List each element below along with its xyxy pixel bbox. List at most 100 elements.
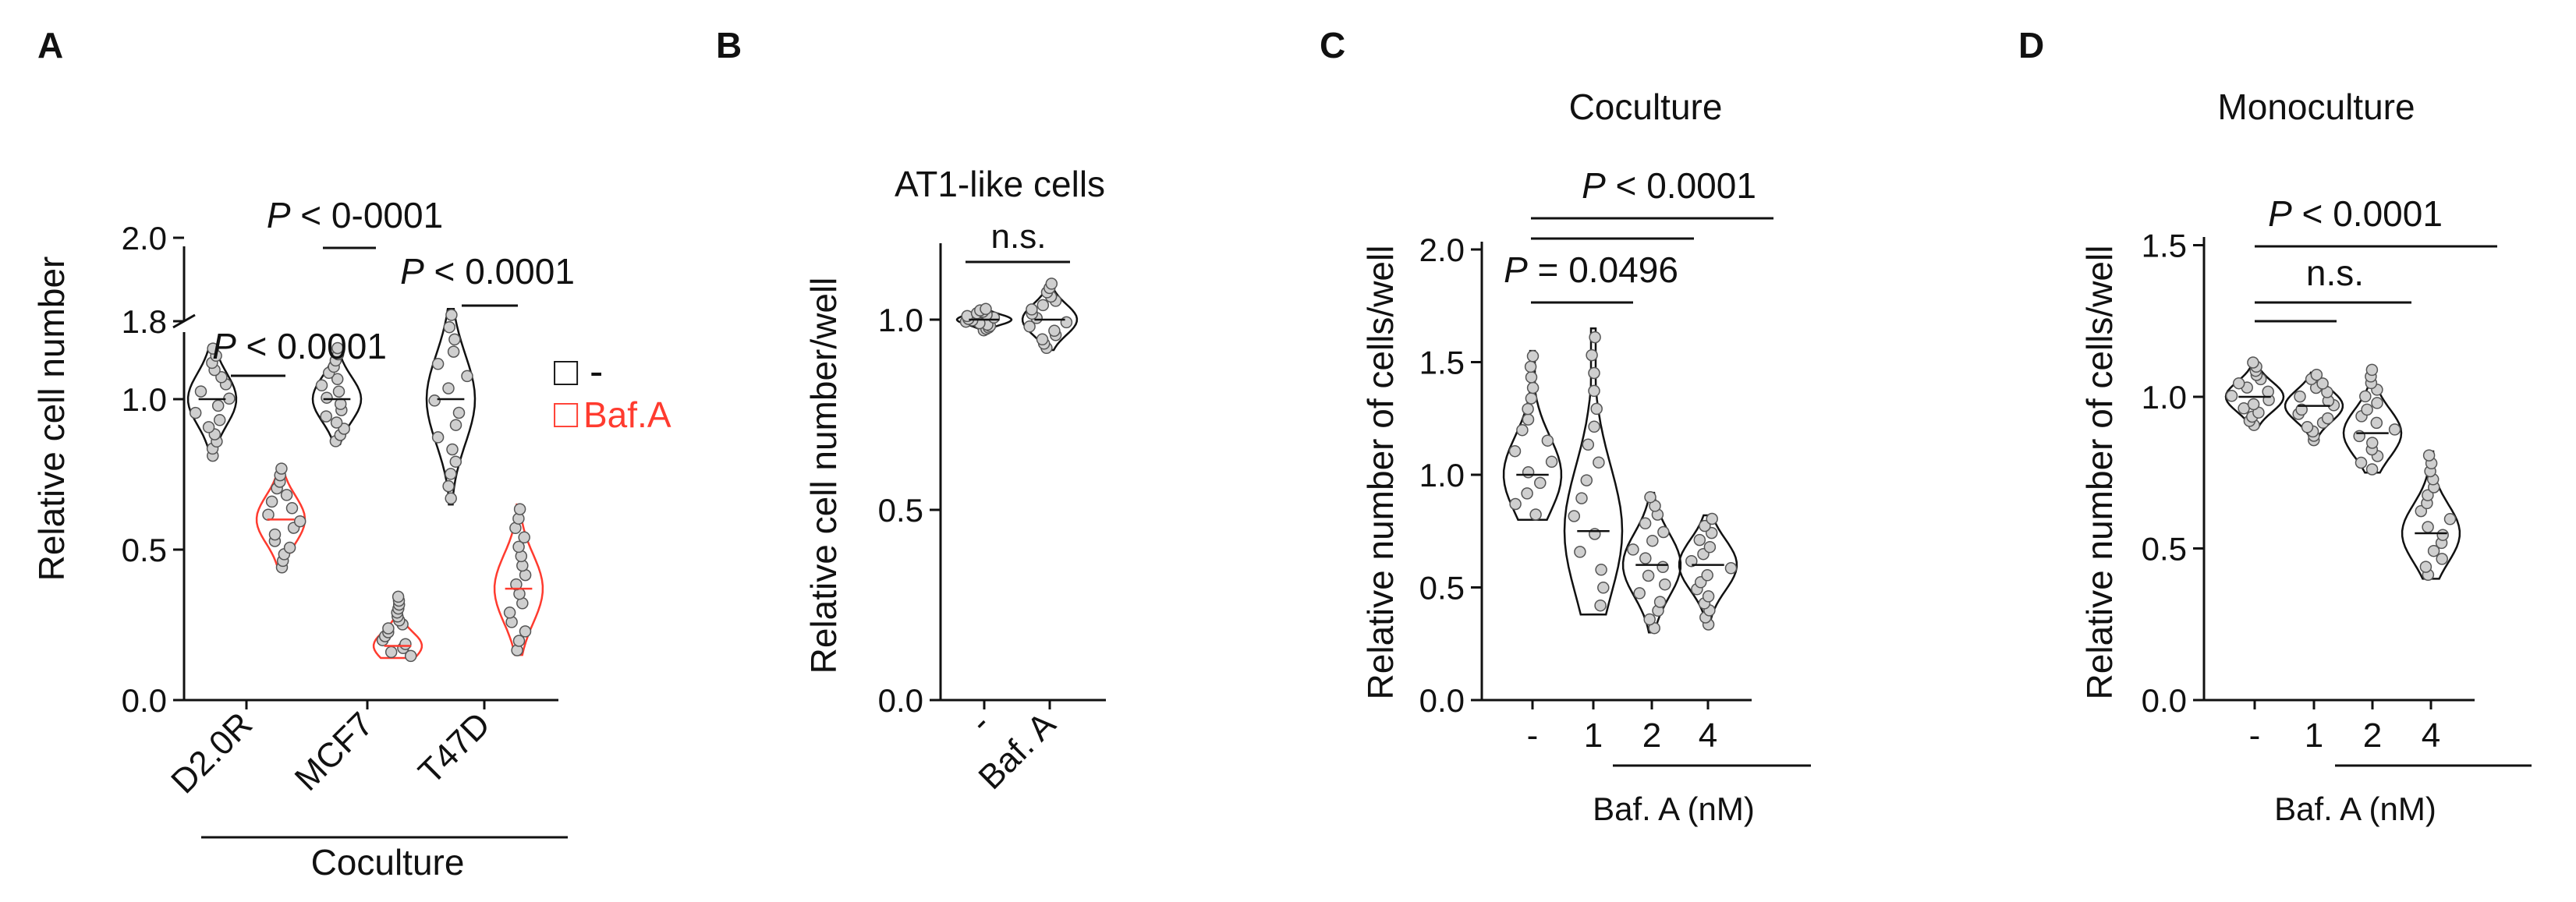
panel-c-group-4nm-point — [1724, 562, 1738, 575]
panel-c-group-1nm-point — [1597, 582, 1610, 594]
panel-d-group-4nm-point — [2436, 529, 2449, 541]
panel-a-t47d-control-point — [442, 479, 455, 493]
panel-c-letter: C — [1320, 25, 1345, 65]
panel-b-y-tick-label: 1.0 — [878, 302, 923, 338]
panel-a-d20r-bafa-point — [265, 495, 278, 508]
panel-c-group-2nm-points — [1627, 490, 1671, 635]
panel-a-sig-label-d20r: P < 0.0001 — [212, 326, 387, 366]
panel-a-d20r-bafa-points — [262, 462, 306, 574]
panel-a-d20r-bafa-point — [275, 462, 288, 475]
panel-d-group-4nm-point — [2415, 504, 2428, 518]
panel-c-y-tick-label: 1.0 — [1419, 457, 1465, 493]
panel-d-title: Monoculture — [2217, 87, 2415, 127]
panel-c-group-label: Baf. A (nM) — [1593, 791, 1755, 827]
panel-c-x-tick-label: 2 — [1642, 716, 1661, 755]
panel-a-t47d-bafa-point — [513, 503, 526, 515]
panel-c-group-1nm-point — [1568, 510, 1581, 522]
panel-c-group-1nm-point — [1589, 331, 1601, 344]
panel-b-bafa-point — [1045, 278, 1058, 290]
panel-a-d20r-control-points — [189, 342, 236, 462]
panel-b-bafa-point — [1036, 299, 1050, 312]
panel-a-d20r-control-point — [207, 342, 219, 355]
panel-a-d20r-bafa-point — [283, 541, 296, 554]
panel-a-y-tick-label: 0.0 — [122, 682, 167, 719]
panel-b-title: AT1-like cells — [895, 164, 1105, 204]
panel-d: D Monoculture Relative number of cells/w… — [2018, 25, 2532, 827]
panel-c-group-4nm-point — [1693, 533, 1706, 547]
panel-a-mcf7-control-point — [321, 391, 333, 404]
panel-d-x-tick-label: 1 — [2305, 716, 2323, 755]
panel-c-group-2nm-point — [1639, 517, 1652, 530]
panel-c-group-2nm-point — [1643, 613, 1656, 626]
panel-b-y-axis-label: Relative cell number/well — [803, 278, 844, 674]
panel-a-mcf7-bafa-point — [384, 646, 398, 659]
panel-a-y-tick-label: 1.8 — [122, 303, 167, 340]
panel-a-mcf7-control-point — [331, 341, 344, 355]
panel-d-group-1nm-points — [2292, 368, 2340, 447]
panel-a-t47d-bafa-point — [519, 625, 532, 638]
panel-c-group-1nm-point — [1575, 492, 1588, 504]
panel-d-group-1nm-point — [2294, 390, 2306, 403]
panel-a-t47d-control-point — [428, 394, 441, 407]
panel-d-group-2nm-point — [2365, 363, 2379, 377]
panel-d-x-tick-label: - — [2249, 716, 2261, 755]
panel-c-group-1nm-point — [1574, 546, 1586, 558]
panel-c-group-1nm-point — [1588, 366, 1600, 380]
panel-d-group-2nm-point — [2355, 456, 2368, 469]
panel-a-d20r-bafa-point — [262, 508, 275, 521]
panel-d-group-1nm-point — [2316, 377, 2329, 390]
panel-d-group-control-point — [2262, 385, 2274, 398]
panel-c-group-1nm-points — [1568, 331, 1610, 612]
panel-a-t47d-control-point — [446, 443, 459, 456]
panel-a-t47d-bafa-point — [503, 607, 516, 619]
panel-c-group-1nm-point — [1594, 599, 1607, 612]
panel-a-t47d-control-point — [447, 345, 460, 358]
panel-a-d20r-control-point — [215, 371, 228, 384]
panel-a-t47d-bafa-point — [512, 540, 525, 554]
panel-d-group-4nm-point — [2419, 561, 2432, 573]
panel-d-group-2nm-point — [2370, 416, 2383, 430]
panel-c-group-control-point — [1509, 497, 1522, 511]
panel-a-d20r-bafa-point — [293, 515, 306, 528]
panel-c-group-2nm-point — [1659, 578, 1671, 591]
panel-c-group-1nm-point — [1588, 384, 1600, 398]
panel-b: B AT1-like cells Relative cell number/we… — [716, 25, 1106, 797]
panel-c-group-2nm-point — [1644, 490, 1657, 504]
panel-c-group-4nm-point — [1702, 590, 1715, 603]
panel-d-group-control-point — [2247, 356, 2259, 369]
panel-a-t47d-control-point — [449, 455, 462, 468]
panel-d-group-1nm-point — [2321, 412, 2334, 425]
panel-a-y-tick-label: 2.0 — [122, 220, 167, 256]
panel-b-y-tick-label: 0.5 — [878, 492, 923, 529]
panel-b-bafa-point — [1048, 324, 1061, 338]
panel-d-sig-label-3: P < 0.0001 — [2268, 193, 2443, 234]
panel-a-t47d-bafa-point — [510, 578, 523, 591]
panel-a-y-tick-label: 1.0 — [122, 381, 167, 418]
panel-c-group-1nm-point — [1593, 456, 1605, 469]
panel-d-x-tick-label: 4 — [2422, 716, 2440, 755]
panel-c-group-control-point — [1522, 413, 1535, 426]
panel-c-group-control-point — [1524, 360, 1537, 373]
panel-c-group-1nm-point — [1595, 564, 1607, 576]
panel-d-group-control-point — [2225, 390, 2238, 402]
panel-c-y-axis-label: Relative number of cells/well — [1360, 246, 1401, 700]
panel-c-group-4nm-point — [1706, 512, 1718, 525]
panel-d-group-4nm-point — [2436, 553, 2448, 565]
panel-c-group-2nm-point — [1633, 587, 1646, 600]
panel-c-group-control-point — [1522, 466, 1535, 479]
panel-d-y-tick-label: 0.0 — [2142, 682, 2187, 719]
panel-c-group-control-point — [1534, 476, 1547, 490]
panel-a-mcf7-control-point — [334, 398, 347, 410]
panel-d-group-4nm-point — [2427, 544, 2440, 557]
panel-c-group-control-point — [1545, 455, 1558, 469]
panel-a-t47d-control-point — [442, 382, 455, 394]
panel-a-t47d-control-point — [431, 431, 445, 444]
panel-d-group-2nm-points — [2353, 363, 2401, 476]
panel-d-y-axis-label: Relative number of cells/well — [2079, 246, 2120, 700]
panel-c-group-1nm-point — [1580, 474, 1593, 486]
panel-a-t47d-control-points — [428, 309, 473, 505]
panel-d-group-2nm-point — [2366, 437, 2379, 449]
panel-a-legend-label-bafa: Baf.A — [583, 394, 671, 435]
panel-d-group-control-point — [2232, 377, 2245, 390]
